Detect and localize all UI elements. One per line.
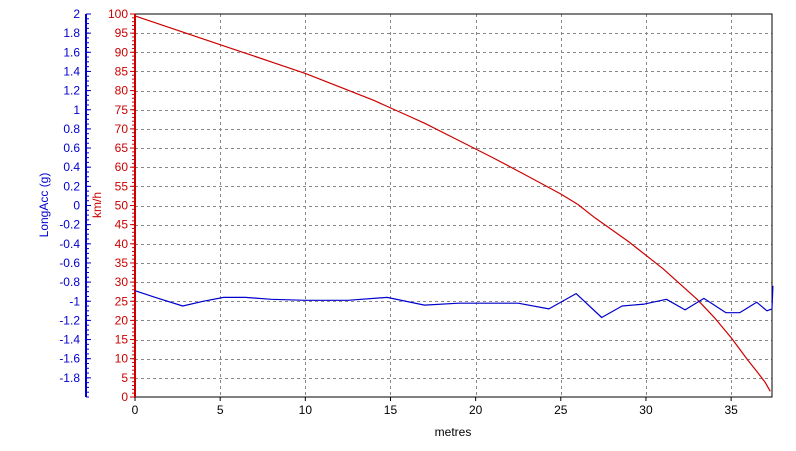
speed-tick-label: 100 (108, 7, 128, 21)
speed-tick-label: 60 (115, 160, 129, 174)
speed-tick-label: 70 (115, 122, 129, 136)
x-tick-label: 0 (132, 403, 139, 417)
x-tick-label: 15 (384, 403, 398, 417)
x-tick-label: 10 (299, 403, 313, 417)
speed-tick-label: 15 (115, 333, 129, 347)
speed-tick-label: 65 (115, 141, 129, 155)
longacc-tick-label: -0.2 (59, 218, 80, 232)
speed-tick-label: 5 (121, 371, 128, 385)
longacc-tick-label: 0.8 (63, 122, 80, 136)
x-tick-label: 20 (469, 403, 483, 417)
x-tick-label: 35 (724, 403, 738, 417)
longacc-axis-title: LongAcc (g) (37, 173, 51, 238)
longacc-tick-label: -1.8 (59, 371, 80, 385)
speed-tick-label: 80 (115, 84, 129, 98)
speed-tick-label: 50 (115, 199, 129, 213)
longacc-tick-label: 0.2 (63, 179, 80, 193)
longacc-tick-label: 1.2 (63, 84, 80, 98)
speed-tick-label: 40 (115, 237, 129, 251)
speed-tick-label: 20 (115, 313, 129, 327)
speed-tick-label: 85 (115, 64, 129, 78)
x-tick-label: 5 (217, 403, 224, 417)
longacc-tick-label: -1 (69, 294, 80, 308)
speed-tick-label: 30 (115, 275, 129, 289)
x-tick-label: 25 (554, 403, 568, 417)
x-axis: 0 5 10 15 20 25 30 35 (132, 397, 738, 417)
x-tick-label: 30 (639, 403, 653, 417)
longacc-tick-label: 0.4 (63, 160, 80, 174)
series-group (134, 15, 774, 392)
speed-tick-label: 90 (115, 45, 129, 59)
longacc-tick-label: 1.4 (63, 64, 80, 78)
longacc-tick-label: -0.6 (59, 256, 80, 270)
speed-tick-label: 95 (115, 26, 129, 40)
longacc-tick-label: -1.4 (59, 333, 80, 347)
grid-lines (135, 14, 772, 397)
speed-axis: 1009590858075706560555045403530252015105… (108, 7, 136, 404)
longacc-tick-label: -1.6 (59, 352, 80, 366)
longacc-axis: 2 1.8 1.6 1.4 1.2 1 0.8 0.6 0.4 0.2 0 -0.2 -0.4 -0.6 -… (59, 7, 91, 398)
x-axis-title: metres (435, 425, 472, 439)
speed-tick-label: 0 (121, 390, 128, 404)
longacc-tick-label: 1.8 (63, 26, 80, 40)
longacc-tick-label: 2 (73, 7, 80, 21)
longacc-series-line (134, 285, 774, 319)
longacc-tick-label: -1.2 (59, 313, 80, 327)
speed-tick-label: 35 (115, 256, 129, 270)
speed-series-line (134, 15, 771, 392)
speed-axis-title: km/h (90, 192, 104, 218)
longacc-tick-label: -0.4 (59, 237, 80, 251)
longacc-tick-label: -0.8 (59, 275, 80, 289)
speed-tick-label: 45 (115, 218, 129, 232)
speed-tick-label: 25 (115, 294, 129, 308)
speed-tick-label: 10 (115, 352, 129, 366)
longacc-tick-label: 1.6 (63, 45, 80, 59)
longacc-tick-label: 1 (73, 103, 80, 117)
speed-tick-label: 75 (115, 103, 129, 117)
speed-tick-label: 55 (115, 179, 129, 193)
longacc-tick-label: 0.6 (63, 141, 80, 155)
longacc-tick-label: 0 (73, 199, 80, 213)
